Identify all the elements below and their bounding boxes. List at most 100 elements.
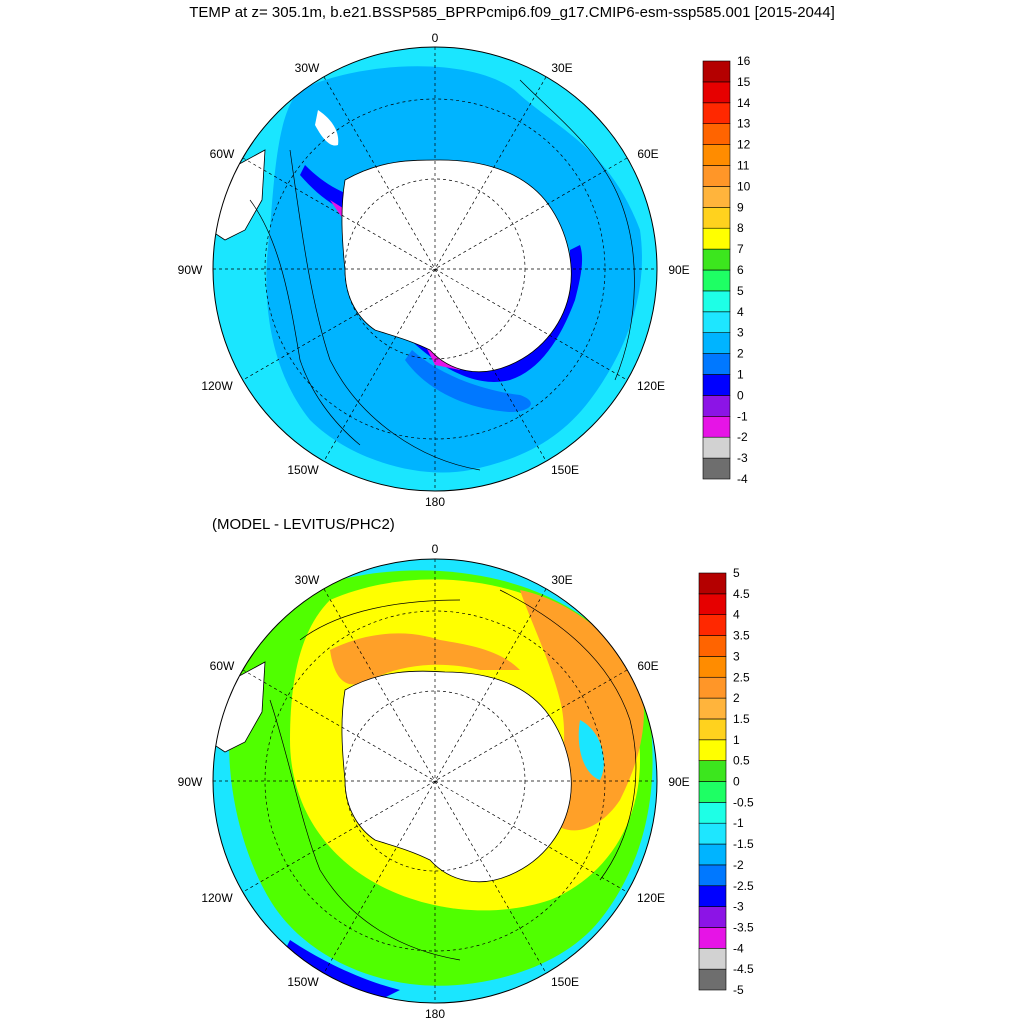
bias-colorbar-box-13 [698,697,727,720]
bias-colorbar-box-4 [698,885,727,907]
temp-colorbar-label-3: 13 [737,117,751,131]
figure-title: TEMP at z= 305.1m, b.e21.BSSP585_BPRPcmi… [189,4,835,21]
temp-colorbar-label-20: -4 [737,472,748,486]
temp-contour-2 [519,79,635,381]
temp-colorbar-label-0: 16 [737,54,751,68]
temp-colorbar-box-10 [702,248,731,271]
bias-lon-0: 0 [432,542,439,556]
temp-contour-3 [289,149,481,471]
temp-colorbar-box-15 [702,144,731,166]
bias-colorbar-label-10: 0 [733,775,740,789]
bias-lon-120w: 120W [201,891,233,905]
bias-colorbar-label-15: -2.5 [733,879,754,893]
temp-lon-60w: 60W [210,147,235,161]
bias-colorbar-box-12 [698,718,727,741]
bias-colorbar-box-16 [698,635,727,657]
bias-colorbar-box-15 [698,656,727,678]
temp-colorbar-box-7 [702,311,731,333]
temp-colorbar-label-19: -3 [737,451,748,465]
bias-colorbar-box-10 [698,760,727,782]
bias-colorbar-box-3 [698,906,727,928]
temp-lon-30e: 30E [551,61,572,75]
temp-map: 0 30E 60E 90E 120E 150E 180 150W 120W 90… [178,31,751,509]
temp-colorbar-label-14: 2 [737,347,744,361]
temp-colorbar-box-18 [702,81,731,104]
temp-colorbar-label-8: 8 [737,221,744,235]
bias-colorbar-box-18 [698,593,727,615]
bias-colorbar-label-12: -1 [733,816,744,830]
temp-colorbar-box-2 [702,415,731,438]
temp-colorbar-label-1: 15 [737,75,751,89]
temp-lon-60e: 60E [637,147,658,161]
temp-colorbar-box-19 [702,60,731,83]
temp-lon-150w: 150W [287,463,319,477]
bias-longitude-labels: 0 30E 60E 90E 120E 150E 180 150W 120W 90… [178,542,690,1021]
temp-lon-180: 180 [425,495,445,509]
temp-lon-90e: 90E [668,263,689,277]
temp-colorbar-label-5: 11 [737,159,750,173]
bias-colorbar-label-7: 1.5 [733,712,750,726]
temp-colorbar-label-16: 0 [737,388,744,402]
bias-colorbar: 5 4.5 4 3.5 3 2.5 2 1.5 1 0.5 0 -0.5 -1 -1.5 -2 -2.5 -3 -… [698,566,754,997]
temp-lon-120e: 120E [637,379,665,393]
bias-lon-120e: 120E [637,891,665,905]
bias-colorbar-label-8: 1 [733,733,740,747]
bias-colorbar-label-11: -0.5 [733,795,754,809]
bias-colorbar-box-2 [698,927,727,949]
temp-colorbar-label-4: 12 [737,138,751,152]
bias-antarctica-land [341,670,572,883]
temp-lon-30w: 30W [295,61,320,75]
temp-colorbar-label-13: 3 [737,326,744,340]
bias-contour-1 [269,699,461,961]
bias-colorbar-label-19: -4.5 [733,962,754,976]
temp-colorbar-label-12: 4 [737,305,744,319]
bias-colorbar-label-13: -1.5 [733,837,754,851]
bias-orange-inner [330,633,520,685]
bias-colorbar-label-14: -2 [733,858,744,872]
bias-lon-90e: 90E [668,775,689,789]
temp-colorbar-label-18: -2 [737,430,748,444]
bias-colorbar-label-5: 2.5 [733,670,750,684]
temp-longitude-labels: 0 30E 60E 90E 120E 150E 180 150W 120W 90… [178,31,690,509]
temp-weddell-ice [315,110,339,146]
bias-graticule [213,559,657,1003]
bias-lon-30e: 30E [551,573,572,587]
bias-map-frame [212,558,658,1004]
bias-colorbar-label-0: 5 [733,566,740,580]
bias-colorbar-box-8 [698,802,727,824]
temp-colorbar-label-6: 10 [737,179,751,193]
bias-colorbar-box-7 [698,822,727,845]
temp-colorbar-box-8 [702,290,731,313]
bias-colorbar-label-16: -3 [733,900,744,914]
bias-colorbar-label-17: -3.5 [733,920,754,934]
temp-colorbar-box-1 [702,436,731,459]
temp-lon-0: 0 [432,31,439,45]
bias-colorbar-label-3: 3.5 [733,629,750,643]
temp-colorbar-box-17 [702,102,731,125]
bias-colorbar-box-5 [698,864,727,887]
temp-colorbar-box-4 [702,374,731,396]
temp-colorbar-label-11: 5 [737,284,744,298]
temp-colorbar-label-2: 14 [737,96,751,110]
bias-colorbar-label-1: 4.5 [733,587,750,601]
temp-lon-120w: 120W [201,379,233,393]
temp-colorbar-box-9 [702,269,731,292]
bias-orange-east [520,590,644,831]
bias-colorbar-box-9 [698,781,727,803]
temp-colorbar-box-12 [702,207,731,229]
bias-colorbar-label-18: -4 [733,941,744,955]
bias-colorbar-box-11 [698,739,727,761]
bias-colorbar-box-6 [698,843,727,866]
figure-subtitle: (MODEL - LEVITUS/PHC2) [212,516,395,533]
bias-colorbar-box-14 [698,676,727,699]
temp-colorbar-box-5 [702,353,731,375]
bias-cyan-patch [578,720,604,780]
bias-colorbar-label-4: 3 [733,649,740,663]
bias-colorbar-box-1 [698,947,727,970]
temp-colorbar-box-13 [702,186,731,208]
temp-colorbar-box-6 [702,332,731,354]
bias-contour-2 [499,589,637,881]
bias-map: 0 30E 60E 90E 120E 150E 180 150W 120W 90… [178,542,754,1021]
bias-lon-150w: 150W [287,975,319,989]
